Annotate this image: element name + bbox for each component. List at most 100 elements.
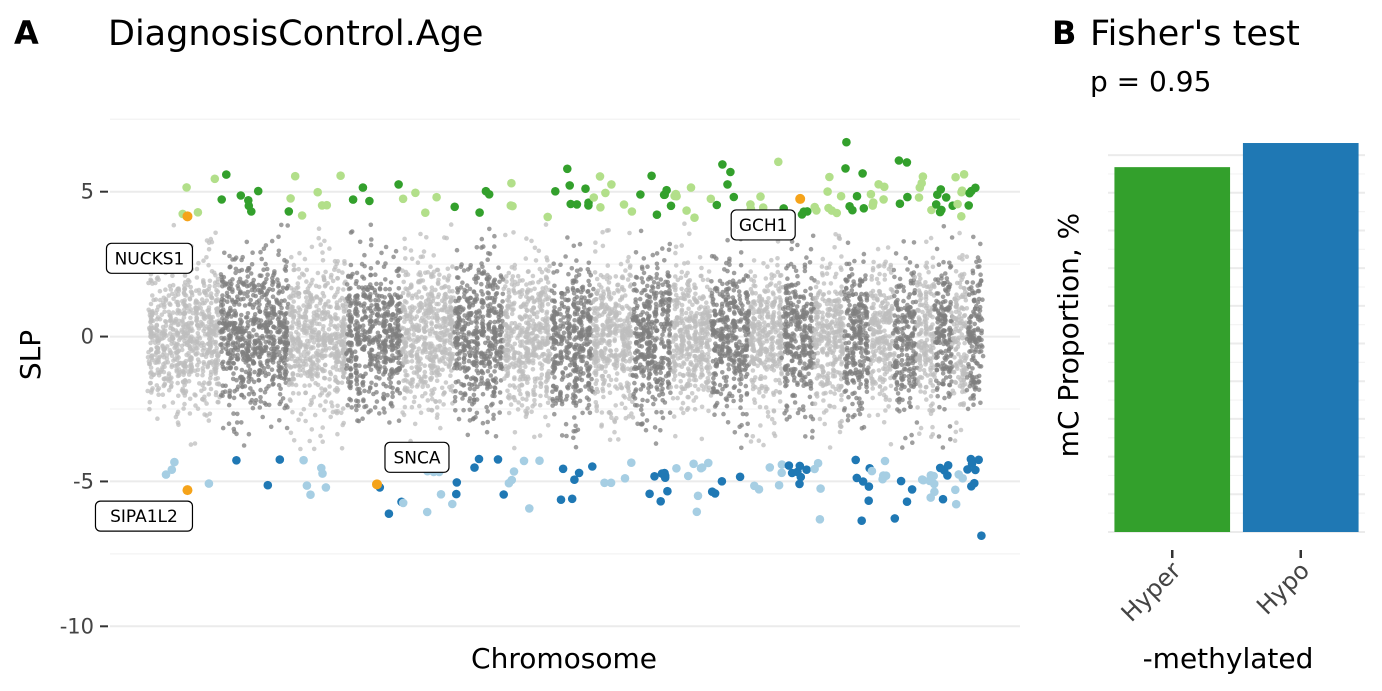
cpg-point [561,321,566,326]
cpg-point [256,325,262,330]
cpg-point [416,272,421,277]
cpg-point [377,411,382,416]
cpg-point [252,401,258,406]
cpg-point [245,346,250,352]
cpg-point [396,380,402,385]
cpg-point [181,311,187,316]
cpg-point [468,295,473,301]
y-tick-label: 5 [81,180,94,204]
cpg-point [208,375,213,381]
cpg-point [528,323,533,328]
cpg-point [486,327,492,332]
cpg-point [214,292,219,298]
cpg-point [342,261,347,266]
cpg-point [163,360,168,366]
cpg-point [457,351,462,356]
hyper-significant-point [244,196,253,205]
hypo-significant-point [493,455,503,464]
cpg-point [183,364,189,369]
cpg-point [226,311,231,317]
cpg-point [267,286,272,292]
cpg-point [432,364,438,369]
cpg-point [437,343,443,349]
cpg-point [187,396,193,402]
cpg-point [587,365,592,371]
cpg-point [503,367,508,372]
cpg-point [175,333,180,338]
cpg-point [446,332,452,337]
cpg-point [450,264,455,269]
cpg-point [491,299,497,305]
cpg-point [429,320,434,325]
cpg-point [166,387,172,393]
cpg-point [456,298,461,303]
cpg-point [407,313,413,319]
cpg-point [412,305,418,311]
cpg-point [532,245,538,251]
cpg-point [328,319,334,324]
cpg-point [354,325,360,331]
cpg-point [336,358,341,364]
cpg-point [462,287,467,293]
cpg-point [240,331,245,337]
cpg-point [268,424,274,430]
hyper-significant-point [508,201,517,211]
cpg-point [595,389,601,395]
cpg-point [258,399,264,404]
cpg-point [303,289,309,295]
cpg-point [460,280,465,286]
cpg-point [571,300,577,305]
cpg-point [282,298,287,303]
cpg-point [621,354,627,359]
cpg-point [518,351,523,357]
cpg-point [367,294,373,299]
cpg-point [249,334,255,339]
cpg-point [276,248,282,254]
cpg-point [158,303,164,308]
cpg-point [628,273,633,279]
cpg-point [246,371,252,376]
cpg-point [270,382,276,387]
cpg-point [402,396,407,401]
cpg-point [568,372,573,377]
cpg-point [532,398,537,403]
cpg-point [282,360,287,366]
cpg-point [145,388,150,394]
cpg-point [409,353,414,358]
cpg-point [531,305,536,311]
cpg-point [485,419,491,425]
cpg-point [219,349,224,355]
cpg-point [235,328,240,333]
cpg-point [516,400,521,405]
cpg-point [316,330,322,335]
cpg-point [401,412,407,418]
cpg-point [327,246,332,251]
cpg-point [487,251,493,257]
cpg-point [291,347,296,352]
cpg-point [250,250,255,255]
cpg-point [423,270,428,276]
cpg-point [329,400,334,405]
cpg-point [154,327,160,333]
cpg-point [607,275,613,280]
cpg-point [406,331,412,337]
cpg-point [546,371,551,377]
cpg-point [549,317,555,322]
cpg-point [473,273,479,279]
cpg-point [429,274,434,280]
cpg-point [320,250,325,255]
cpg-point [441,392,446,397]
cpg-point [186,378,192,384]
cpg-point [357,239,363,245]
cpg-point [212,284,218,289]
chromosome-2-points [217,170,294,490]
cpg-point [512,300,517,306]
cpg-point [479,360,485,366]
cpg-point [493,338,498,344]
cpg-point [182,307,187,312]
cpg-point [479,261,484,266]
cpg-point [398,333,403,338]
cpg-point [415,260,421,266]
cpg-point [614,360,620,366]
cpg-point [512,290,518,296]
